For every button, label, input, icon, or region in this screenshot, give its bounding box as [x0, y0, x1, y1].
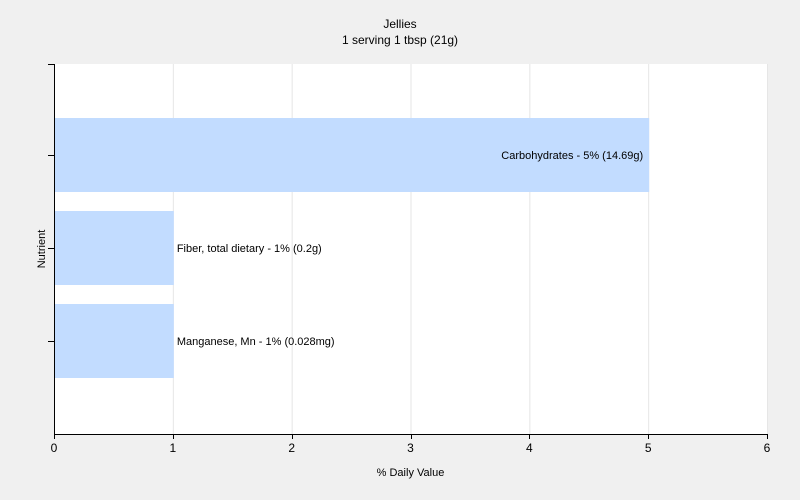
x-tick-label-3: 3 — [407, 441, 414, 455]
axes: 0 1 2 3 4 5 6 — [48, 64, 771, 455]
x-axis-title: % Daily Value — [377, 467, 445, 479]
chart-title-block: Jellies 1 serving 1 tbsp (21g) — [0, 16, 800, 48]
bars: Carbohydrates - 5% (14.69g) Fiber, total … — [55, 118, 650, 378]
x-tick-label-2: 2 — [288, 441, 295, 455]
bar-label-2: Manganese, Mn - 1% (0.028mg) — [177, 336, 335, 348]
bar-0 — [55, 118, 650, 192]
x-tick-label-6: 6 — [764, 441, 771, 455]
bar-1 — [55, 211, 174, 285]
y-axis-title: Nutrient — [36, 230, 48, 269]
x-tick-label-0: 0 — [51, 441, 58, 455]
x-tick-label-5: 5 — [645, 441, 652, 455]
bar-label-1: Fiber, total dietary - 1% (0.2g) — [177, 243, 322, 255]
chart-subtitle: 1 serving 1 tbsp (21g) — [341, 33, 459, 47]
x-tick-label-4: 4 — [526, 441, 533, 455]
bar-label-0: Carbohydrates - 5% (14.69g) — [501, 150, 643, 162]
chart-title: Jellies — [383, 17, 417, 31]
x-tick-label-1: 1 — [169, 441, 176, 455]
bar-2 — [55, 304, 174, 378]
